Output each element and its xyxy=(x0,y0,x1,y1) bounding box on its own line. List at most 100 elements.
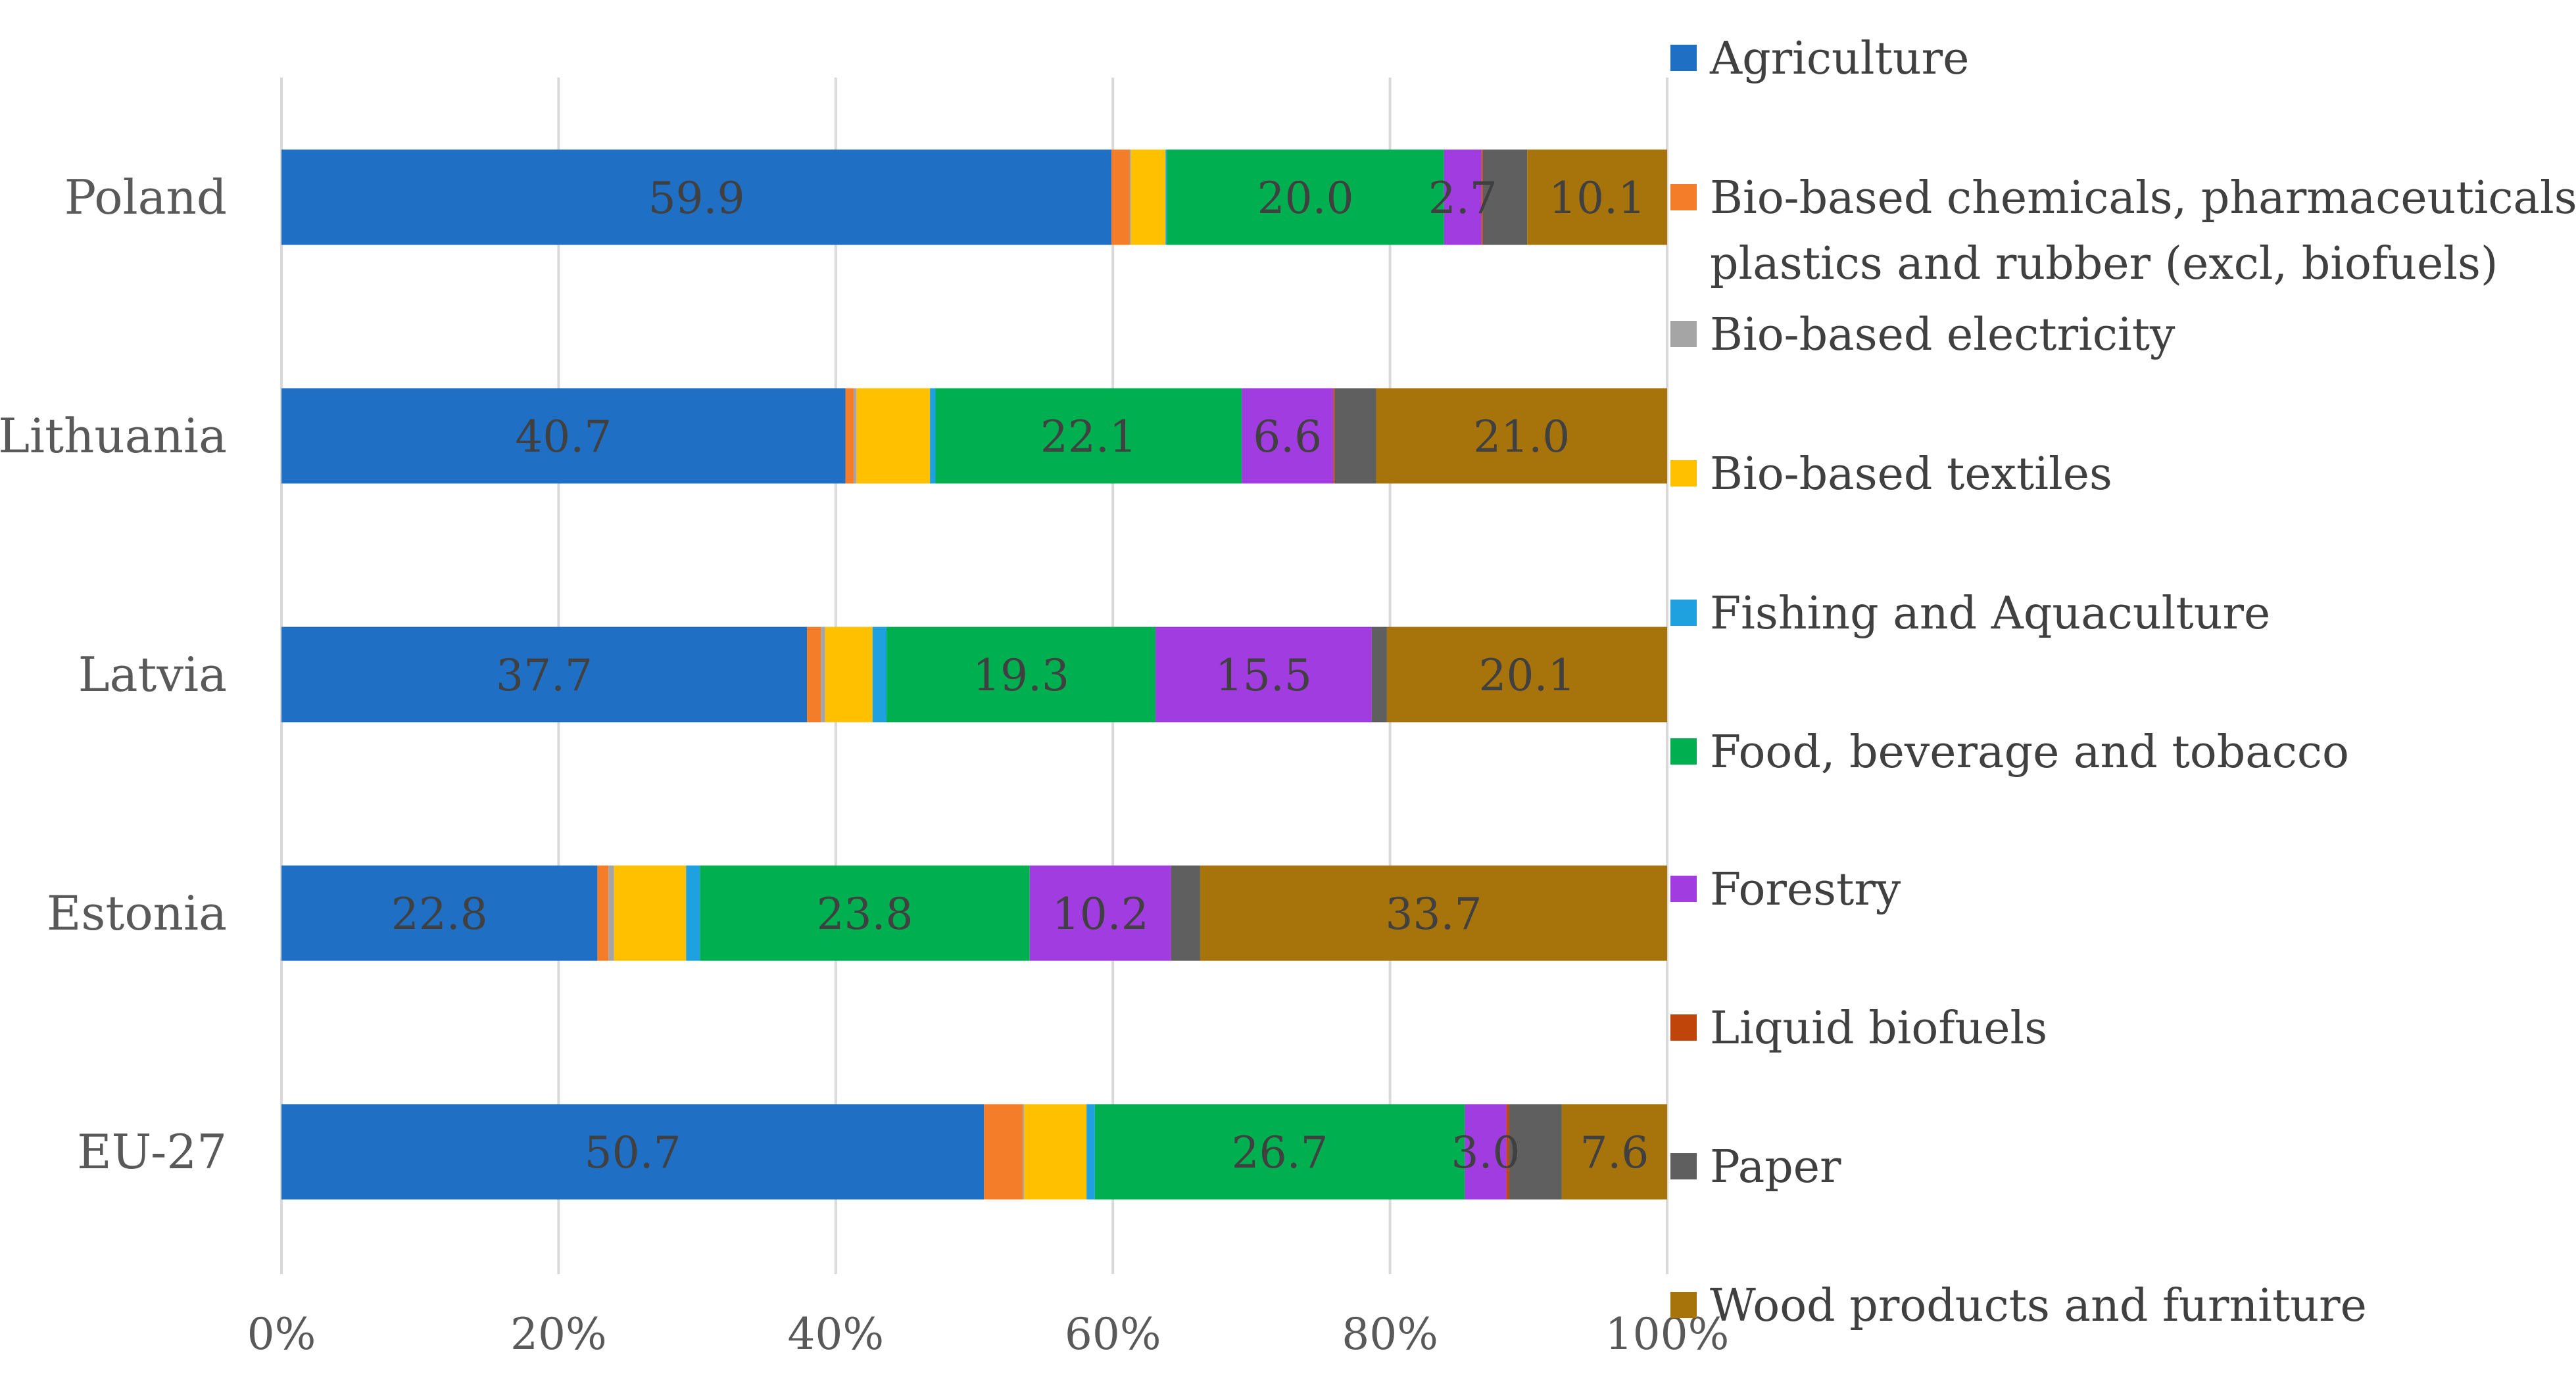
bar-segment xyxy=(1094,1104,1465,1200)
bar-segment xyxy=(1200,865,1667,961)
x-tick-label: 100% xyxy=(1605,1309,1730,1360)
legend-swatch xyxy=(1670,600,1697,626)
bar-segment xyxy=(886,627,1156,723)
legend-label: Bio-based electricity xyxy=(1710,309,2175,361)
bar-segment xyxy=(1086,1104,1095,1200)
data-label: 50.7 xyxy=(585,1127,681,1178)
legend-swatch xyxy=(1670,460,1697,486)
x-tick-label: 20% xyxy=(510,1309,607,1360)
bar-segment xyxy=(1171,865,1200,961)
bar-segment xyxy=(935,388,1242,484)
legend-swatch xyxy=(1670,738,1697,765)
bar-segment xyxy=(856,388,931,484)
bar-segment xyxy=(1371,627,1387,723)
legend-swatch xyxy=(1670,1153,1697,1179)
bar-segment xyxy=(1334,388,1376,484)
legend-label: Paper xyxy=(1710,1141,1841,1193)
data-label: 40.7 xyxy=(515,412,612,462)
bar-segment xyxy=(281,149,1112,245)
axes: 0% 20% 40% 60% 80% 100% Poland Lithuania Latvia E… xyxy=(0,170,1729,1360)
bar-segment xyxy=(686,865,700,961)
bar-segment xyxy=(1024,1104,1087,1200)
bar-segment xyxy=(281,1104,984,1200)
bar-segment xyxy=(608,865,614,961)
category-label: Lithuania xyxy=(0,408,227,463)
legend-label: Bio-based chemicals, pharmaceuticals, pla… xyxy=(1710,172,2576,290)
bar-segment xyxy=(614,865,687,961)
data-label: 59.9 xyxy=(648,173,745,224)
data-label: 23.8 xyxy=(817,889,913,939)
data-label: 22.1 xyxy=(1040,412,1137,462)
data-label: 21.0 xyxy=(1473,412,1570,462)
data-label: 7.6 xyxy=(1580,1127,1649,1178)
bar-segment xyxy=(1561,1104,1667,1200)
data-label: 19.3 xyxy=(973,650,1069,701)
data-labels: 59.9 20.0 2.7 10.1 40.7 22.1 6.6 21.0 37.7 19.3 15… xyxy=(391,173,1649,1178)
data-label: 2.7 xyxy=(1428,173,1497,224)
data-label: 26.7 xyxy=(1232,1127,1328,1178)
data-label: 22.8 xyxy=(391,889,488,939)
data-label: 20.0 xyxy=(1257,173,1354,224)
bar-segment xyxy=(1029,865,1171,961)
bar-segment xyxy=(1376,388,1667,484)
bar-segment xyxy=(1482,149,1528,245)
bar-segment xyxy=(854,388,857,484)
bar-segment xyxy=(281,865,598,961)
bar-segment xyxy=(845,388,854,484)
legend-swatch xyxy=(1670,1014,1697,1041)
bar-segment xyxy=(1333,388,1335,484)
bar-segment xyxy=(1167,149,1444,245)
bar-segment xyxy=(1481,149,1483,245)
bar-segment xyxy=(700,865,1030,961)
bar-segment xyxy=(281,627,808,723)
bar-segment xyxy=(825,627,873,723)
data-label: 10.1 xyxy=(1549,173,1645,224)
bar-segment xyxy=(821,627,825,723)
data-label: 10.2 xyxy=(1052,889,1149,939)
bar-segment xyxy=(930,388,936,484)
x-tick-label: 40% xyxy=(787,1309,884,1360)
data-label: 15.5 xyxy=(1215,650,1312,701)
legend-swatch xyxy=(1670,45,1697,71)
bar-segment xyxy=(1509,1104,1562,1200)
legend-swatch xyxy=(1670,1292,1697,1318)
category-label: EU-27 xyxy=(77,1124,227,1179)
category-label: Estonia xyxy=(47,886,227,941)
category-label: Poland xyxy=(64,170,227,225)
data-label: 6.6 xyxy=(1253,412,1322,462)
legend-label: Forestry xyxy=(1710,864,1901,916)
bar-segment xyxy=(984,1104,1023,1200)
legend-label: Wood products and furniture xyxy=(1710,1280,2367,1332)
data-label: 20.1 xyxy=(1478,650,1575,701)
bar-segment xyxy=(1023,1104,1025,1200)
data-label: 37.7 xyxy=(496,650,593,701)
legend-label: Agriculture xyxy=(1709,33,1969,85)
data-label: 33.7 xyxy=(1385,889,1482,939)
bar-segment xyxy=(1444,149,1482,245)
bar-segment xyxy=(1111,149,1130,245)
legend: Agriculture Bio-based chemicals, pharmace… xyxy=(1670,33,2576,1332)
bars xyxy=(281,149,1667,1200)
bar-segment xyxy=(1242,388,1334,484)
legend-swatch xyxy=(1670,876,1697,902)
legend-label: Bio-based textiles xyxy=(1710,448,2112,500)
bar-segment xyxy=(281,388,846,484)
category-label: Latvia xyxy=(78,647,227,702)
x-tick-label: 0% xyxy=(247,1309,316,1360)
bar-segment xyxy=(1386,627,1667,723)
bar-segment xyxy=(1506,1104,1509,1200)
bar-segment xyxy=(872,627,887,723)
legend-label: Fishing and Aquaculture xyxy=(1710,588,2270,640)
bar-segment xyxy=(1129,149,1131,245)
x-tick-label: 60% xyxy=(1065,1309,1161,1360)
bar-segment xyxy=(1155,627,1372,723)
legend-swatch xyxy=(1670,184,1697,210)
data-label: 3.0 xyxy=(1451,1127,1520,1178)
legend-label: Liquid biofuels xyxy=(1710,1003,2047,1055)
legend-label: Food, beverage and tobacco xyxy=(1710,726,2349,778)
bar-segment xyxy=(1527,149,1667,245)
bar-segment xyxy=(1465,1104,1507,1200)
bar-segment xyxy=(807,627,821,723)
legend-swatch xyxy=(1670,321,1697,347)
